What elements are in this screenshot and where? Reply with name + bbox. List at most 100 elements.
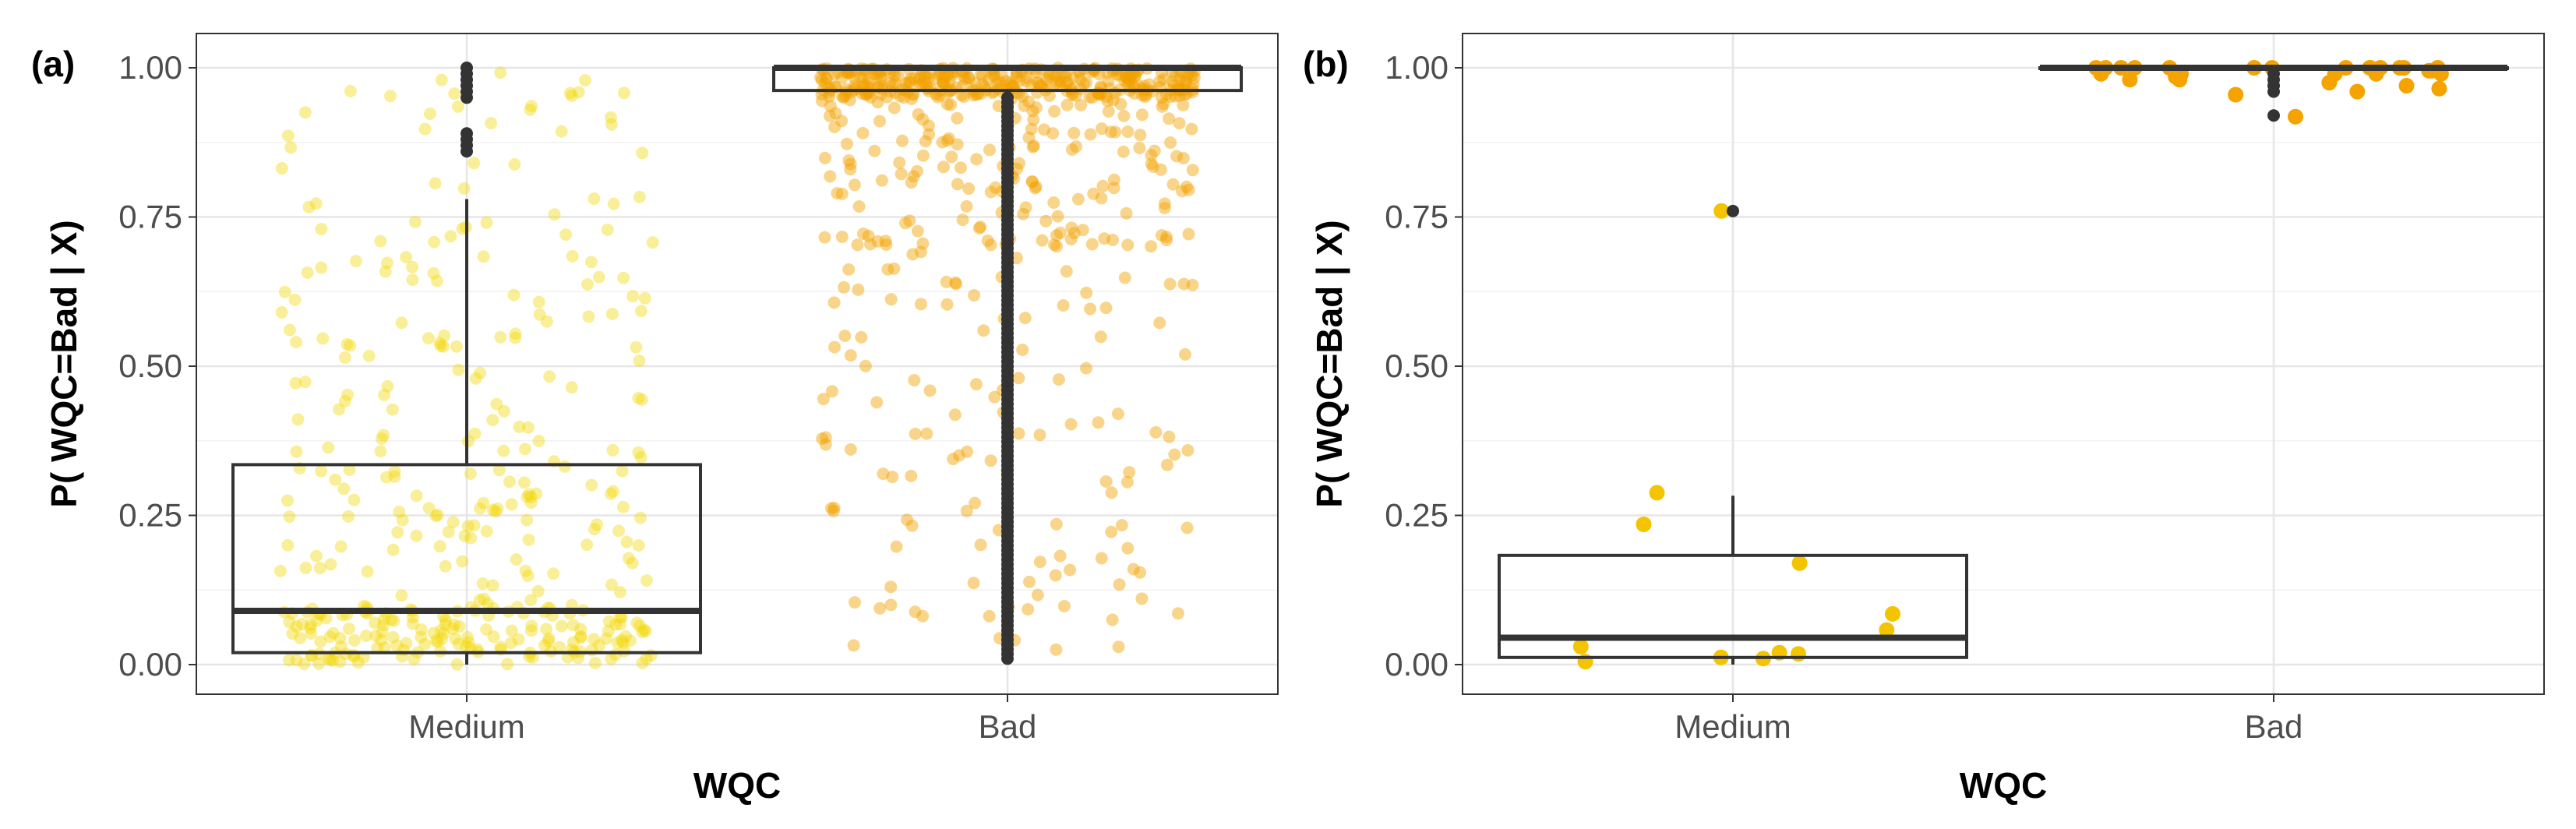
jitter-point [299,561,312,574]
jitter-point [580,538,594,552]
jitter-point [914,298,927,311]
jitter-point [386,543,400,556]
jitter-point [522,421,535,434]
jitter-point [1038,123,1050,136]
jitter-point [406,260,419,273]
jitter-point [863,75,877,88]
jitter-point [408,653,421,665]
jitter-point [942,132,955,145]
data-point [2321,75,2338,91]
jitter-point [326,626,340,640]
jitter-point [840,137,853,150]
jitter-point [918,76,930,89]
jitter-point [951,178,964,191]
jitter-point [1115,519,1128,532]
jitter-point [1142,78,1156,91]
jitter-point [943,76,956,88]
jitter-point [1173,89,1186,102]
jitter-point [435,73,448,86]
jitter-point [1125,69,1138,83]
jitter-point [855,330,868,344]
jitter-point [344,339,357,352]
jitter-point [862,229,875,242]
jitter-point [1113,578,1126,591]
data-point [1791,555,1808,571]
jitter-point [558,460,571,473]
jitter-point [1013,74,1026,87]
plot-background [196,34,1278,694]
jitter-point [918,69,931,82]
jitter-point [823,90,836,103]
jitter-point [1084,128,1097,141]
jitter-point [1180,180,1193,193]
jitter-point [533,308,546,321]
jitter-point [1127,563,1140,576]
jitter-point [913,72,926,86]
jitter-point [486,579,499,592]
jitter-point [949,276,962,289]
jitter-point [844,163,857,176]
jitter-point [1156,91,1169,104]
jitter-point [1118,74,1131,87]
jitter-point [474,502,486,515]
jitter-point [338,351,351,364]
jitter-point [844,443,857,456]
jitter-point [877,467,890,481]
jitter-point [951,111,964,125]
jitter-point [1092,68,1106,81]
jitter-point [852,283,865,296]
jitter-point [1099,302,1113,315]
jitter-point [1161,458,1173,471]
jitter-point [937,76,950,90]
jitter-point [291,413,305,426]
jitter-point [433,540,446,553]
jitter-point [852,200,866,213]
jitter-point [362,349,376,362]
jitter-point [591,518,604,531]
data-point [1713,203,1730,219]
jitter-point [884,76,896,90]
jitter-point [375,633,388,647]
jitter-point [1022,603,1035,616]
jitter-point [849,596,861,609]
jitter-point [503,475,516,489]
jitter-point [377,613,390,626]
grid-b [1463,34,2544,694]
jitter-point [333,655,347,668]
jitter-point [967,89,980,102]
jitter-point [856,71,870,84]
jitter-point [1010,252,1023,265]
jitter-point [377,429,390,442]
jitter-point [1186,278,1199,291]
jitter-point [990,76,1004,90]
jitter-point [281,494,294,507]
jitter-point [880,90,894,104]
jitter-point [1085,91,1099,104]
data-point [1572,639,1589,654]
jitter-point [1138,90,1152,103]
jitter-point [1046,127,1060,140]
jitter-point [1106,233,1119,246]
jitter-point [302,200,316,213]
jitter-point [1025,122,1038,136]
x-axis-title-a: WQC [693,765,781,806]
panel-b: (b) 0.00 0.25 0.50 0.75 1.00 Medium Bad WQC P… [1303,33,2545,806]
jitter-point [1046,68,1060,81]
jitter-point [1043,69,1056,83]
jitter-point [1025,175,1039,189]
jitter-point [817,393,830,406]
jitter-point [282,654,295,667]
jitter-point [1169,69,1182,83]
jitter-point [501,658,514,671]
jitter-point [633,619,646,633]
jitter-point [632,392,645,404]
y-tick-label: 0.25 [118,497,182,534]
jitter-point [827,501,841,514]
jitter-point [835,115,849,128]
jitter-point [1053,549,1067,563]
jitter-point [1117,109,1131,122]
jitter-point [1019,201,1032,214]
jitter-point [1071,192,1085,206]
jitter-point [1111,407,1124,421]
jitter-point [970,153,983,166]
